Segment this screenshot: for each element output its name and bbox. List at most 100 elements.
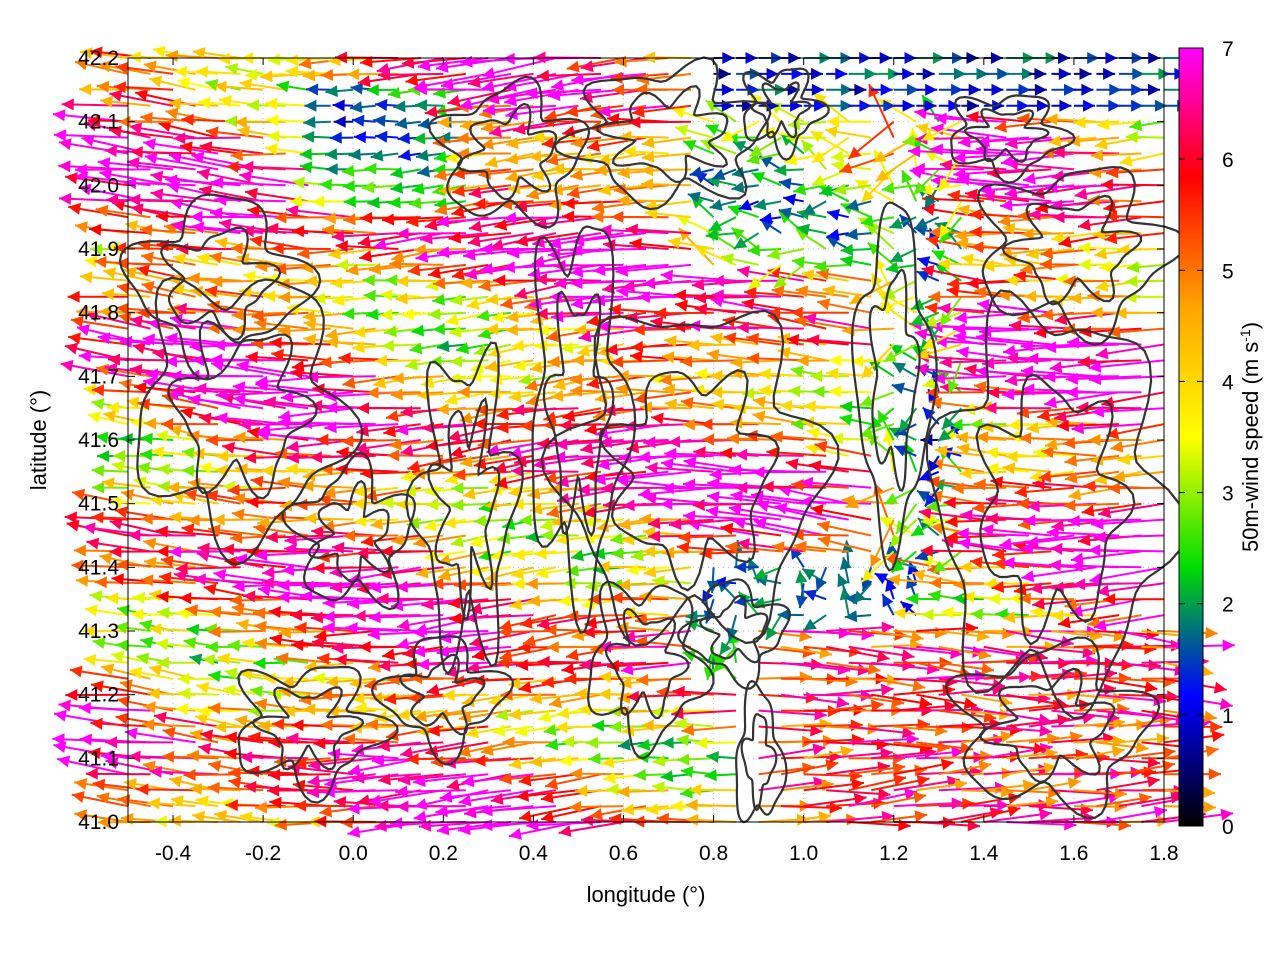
wind-vector-head <box>991 83 1004 96</box>
wind-vector-head <box>66 519 80 532</box>
wind-vector-head <box>265 531 278 544</box>
wind-vector-head <box>187 272 200 285</box>
colorbar-tick-label: 2 <box>1222 594 1234 617</box>
wind-vector-head <box>709 199 723 211</box>
wind-vector-shaft <box>143 141 219 155</box>
wind-vector-head <box>215 412 228 425</box>
wind-vector-head <box>1132 67 1145 80</box>
wind-vector-head <box>509 598 523 611</box>
wind-vector-head <box>370 149 384 162</box>
wind-vector-head <box>922 67 935 80</box>
wind-vector-head <box>620 663 634 676</box>
wind-vector-head <box>500 297 514 310</box>
wind-vector-head <box>840 99 853 112</box>
wind-vector-head <box>349 101 363 113</box>
wind-vector-head <box>247 765 260 778</box>
wind-vector-head <box>254 620 267 633</box>
wind-vector-head <box>951 746 964 759</box>
wind-vector-head <box>839 413 853 426</box>
wind-vector-head <box>1039 258 1052 271</box>
wind-vector-head <box>385 274 398 287</box>
wind-vector-head <box>175 562 188 575</box>
wind-vector-head <box>902 67 915 80</box>
wind-vector-head <box>389 438 402 451</box>
wind-vector-head <box>880 83 893 96</box>
wind-vector-head <box>513 123 526 135</box>
wind-vector-head <box>361 535 374 547</box>
wind-vector-head <box>269 633 283 646</box>
wind-vector-head <box>1112 470 1126 483</box>
y-tick-label: 41.3 <box>78 620 119 643</box>
wind-vector-head <box>504 94 517 107</box>
wind-vector-head <box>459 98 473 111</box>
wind-vector-head <box>132 342 146 355</box>
wind-vector-head <box>359 250 373 263</box>
wind-vector-head <box>592 547 606 560</box>
wind-vector-head <box>214 80 227 93</box>
wind-vector-head <box>660 458 674 470</box>
wind-vector-head <box>391 251 405 263</box>
wind-vector-head <box>939 224 951 238</box>
wind-vector-head <box>266 114 279 127</box>
wind-vector-head <box>801 140 815 154</box>
wind-vector-head <box>747 83 760 96</box>
wind-vector-head <box>411 324 424 337</box>
wind-vector-head <box>373 376 387 389</box>
wind-vector-head <box>702 589 714 604</box>
wind-vector-head <box>939 656 952 669</box>
wind-vector-head <box>177 672 190 685</box>
wind-vector-head <box>205 285 218 298</box>
wind-vector-head <box>168 814 181 827</box>
wind-vector-head <box>687 191 701 204</box>
wind-vector-head <box>352 341 365 354</box>
wind-vector-head <box>900 601 914 614</box>
wind-vector-head <box>1148 659 1161 672</box>
wind-vector-head <box>253 657 266 670</box>
wind-vector-head <box>111 460 125 473</box>
wind-vector-head <box>812 385 825 398</box>
wind-vector-head <box>92 637 106 649</box>
wind-vector-head <box>485 323 498 336</box>
wind-vector-head <box>643 277 656 290</box>
wind-vector-head <box>1136 719 1149 731</box>
wind-vector-head <box>284 533 297 546</box>
wind-vector-head <box>950 418 963 431</box>
wind-vector-head <box>569 800 582 813</box>
wind-vector-head <box>891 560 905 573</box>
wind-vector-head <box>140 448 153 461</box>
wind-vector-head <box>342 733 356 746</box>
wind-vector-head <box>545 738 559 751</box>
wind-vector-head <box>456 132 469 145</box>
wind-vector-head <box>959 561 972 574</box>
wind-vector-head <box>69 665 83 678</box>
wind-vector-head <box>1067 777 1081 790</box>
wind-vector-head <box>597 560 610 573</box>
wind-vector-head <box>570 136 584 149</box>
wind-vector-head <box>476 309 490 322</box>
wind-vector-head <box>428 308 441 321</box>
wind-vector-head <box>384 325 397 338</box>
wind-vector-head <box>354 702 367 715</box>
wind-vector-head <box>165 107 179 120</box>
wind-vector-head <box>460 55 473 68</box>
wind-vector-head <box>861 569 875 582</box>
terrain-contour-inner <box>604 607 690 720</box>
wind-vector-head <box>1052 211 1065 224</box>
wind-vector-head <box>641 150 655 163</box>
wind-vector-head <box>157 480 170 493</box>
wind-vector-head <box>929 577 942 589</box>
wind-vector-head <box>176 243 189 255</box>
wind-vector-head <box>1044 438 1058 451</box>
wind-vector-head <box>347 68 360 81</box>
wind-vector-head <box>674 717 687 730</box>
wind-vector-head <box>1038 713 1052 726</box>
wind-vector-head <box>819 718 832 731</box>
wind-vector-head <box>499 649 513 662</box>
wind-vector-head <box>987 593 1000 605</box>
wind-vector-head <box>91 511 104 524</box>
wind-vector-head <box>352 497 365 510</box>
wind-vector-head <box>217 652 231 665</box>
wind-vector-head <box>617 691 631 704</box>
wind-vector-head <box>957 537 971 550</box>
wind-vector-head <box>925 83 938 96</box>
